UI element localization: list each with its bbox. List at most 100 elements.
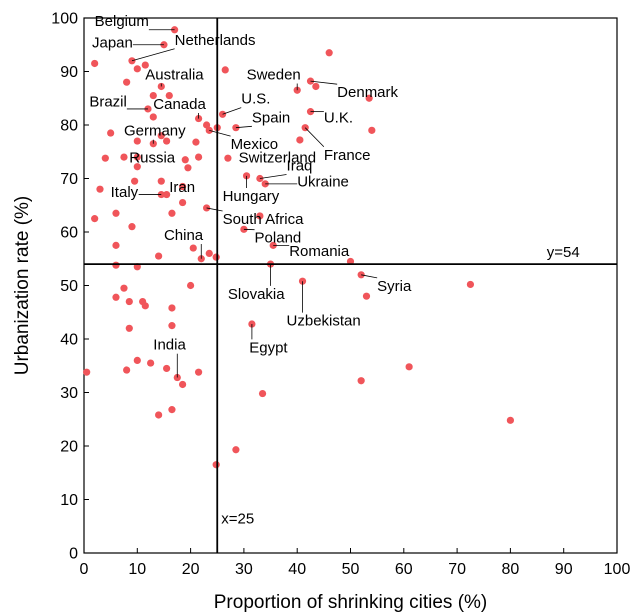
data-point <box>112 209 120 217</box>
data-point <box>202 121 211 129</box>
leader-line <box>235 125 252 129</box>
y-tick-label: 20 <box>60 439 78 456</box>
leader-line <box>304 127 325 148</box>
country-label: Belgium <box>95 13 149 30</box>
data-point <box>194 368 203 376</box>
x-tick-label: 40 <box>288 561 306 578</box>
data-point <box>221 66 229 74</box>
data-point <box>120 153 128 161</box>
data-point <box>325 49 333 57</box>
country-label: Australia <box>145 67 204 84</box>
country-label: Mexico <box>231 136 279 153</box>
country-label: China <box>164 227 204 244</box>
leader-line <box>222 107 242 115</box>
country-label: Brazil <box>89 93 127 110</box>
country-label: Denmark <box>337 84 398 101</box>
data-point <box>133 356 141 364</box>
country-label: Netherlands <box>175 32 256 49</box>
x-tick-label: 50 <box>342 561 360 578</box>
country-label: India <box>153 337 186 354</box>
data-point <box>189 244 197 252</box>
data-point <box>107 129 115 137</box>
data-point <box>357 377 365 385</box>
data-point <box>168 406 176 414</box>
country-label: Romania <box>289 243 350 260</box>
data-point <box>218 110 227 118</box>
country-label: Canada <box>153 96 206 113</box>
country-label: Iran <box>169 179 195 196</box>
country-label: Russia <box>129 149 176 166</box>
data-point <box>125 324 133 332</box>
country-label: Poland <box>255 230 302 247</box>
data-point <box>131 177 139 185</box>
country-annotations: Belgium Japan Netherlands Australia Brazil Ca… <box>89 13 412 378</box>
data-point <box>101 154 109 162</box>
y-tick-label: 100 <box>51 11 78 28</box>
data-point <box>91 59 99 68</box>
x-tick-label: 60 <box>395 561 413 578</box>
country-label: South Africa <box>223 211 305 228</box>
data-point <box>120 284 128 292</box>
data-point <box>179 198 187 207</box>
y-axis-label: Urbanization rate (%) <box>12 196 33 376</box>
reference-line-label: x=25 <box>221 511 254 528</box>
data-point <box>192 138 200 146</box>
data-point <box>96 185 104 193</box>
data-point <box>179 380 187 389</box>
country-label: France <box>324 147 371 164</box>
data-point <box>181 156 189 164</box>
data-point <box>155 411 163 419</box>
data-point <box>224 154 232 162</box>
data-point <box>163 364 171 373</box>
country-label: U.S. <box>241 91 270 108</box>
data-point <box>157 132 165 140</box>
y-tick-label: 70 <box>60 171 78 188</box>
leader-line <box>259 174 287 179</box>
country-label: Iraq <box>287 157 313 174</box>
country-label: Uzbekistan <box>287 313 361 330</box>
y-tick-label: 30 <box>60 385 78 402</box>
reference-line-label: y=54 <box>547 244 580 261</box>
data-point <box>212 253 220 261</box>
data-point <box>149 113 157 121</box>
data-point <box>258 389 267 398</box>
y-tick-label: 80 <box>60 118 78 135</box>
data-point <box>312 82 320 91</box>
y-tick-label: 10 <box>60 492 78 509</box>
data-point <box>83 368 91 376</box>
y-tick-label: 50 <box>60 278 78 295</box>
country-label: Hungary <box>223 188 280 205</box>
country-label: Germany <box>124 123 186 140</box>
data-point <box>168 209 176 217</box>
x-tick-label: 90 <box>555 561 573 578</box>
country-label: U.K. <box>324 109 353 126</box>
country-label: Ukraine <box>297 174 349 191</box>
data-point <box>466 280 475 289</box>
data-point <box>362 292 371 300</box>
country-label: Japan <box>92 34 133 51</box>
data-point <box>133 137 141 145</box>
data-point <box>91 215 99 223</box>
data-point <box>232 446 240 454</box>
data-point <box>368 126 376 134</box>
leader-line <box>131 48 175 62</box>
x-tick-label: 30 <box>235 561 253 578</box>
data-point <box>506 416 514 424</box>
data-point <box>123 366 131 374</box>
x-tick-label: 20 <box>182 561 200 578</box>
data-point <box>123 78 131 86</box>
data-point <box>112 261 120 269</box>
x-tick-label: 100 <box>604 561 631 578</box>
data-point <box>179 182 187 191</box>
leader-line <box>209 129 231 137</box>
x-tick-label: 80 <box>502 561 520 578</box>
data-point <box>184 164 192 172</box>
data-point <box>296 136 304 144</box>
data-point <box>141 61 149 69</box>
data-point <box>187 281 195 290</box>
country-label: Egypt <box>249 339 288 356</box>
data-point <box>149 91 157 100</box>
reference-lines: x=25 y=54 <box>84 18 617 553</box>
y-tick-label: 90 <box>60 64 78 81</box>
